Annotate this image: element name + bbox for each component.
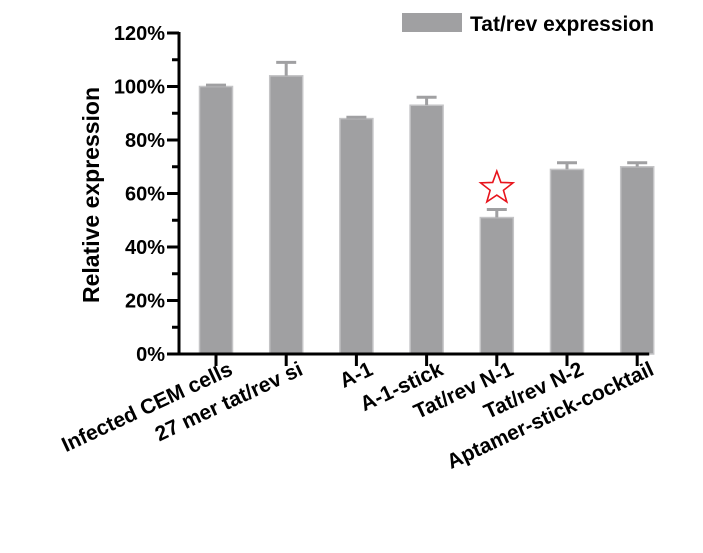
legend-label: Tat/rev expression	[470, 13, 654, 36]
bar	[198, 85, 234, 355]
legend-swatch	[402, 13, 462, 32]
y-tick-label: 60%	[125, 184, 165, 206]
y-tick-label: 20%	[125, 291, 165, 313]
y-tick-label: 80%	[125, 130, 165, 152]
y-tick-label: 0%	[136, 344, 165, 366]
bar	[268, 75, 304, 355]
bar	[549, 168, 585, 355]
y-axis-label: Relative expression	[78, 87, 104, 303]
bars	[198, 60, 655, 355]
y-tick-label: 40%	[125, 237, 165, 259]
bar	[479, 216, 515, 355]
bar	[339, 117, 374, 355]
bar	[409, 104, 444, 355]
legend: Tat/rev expression	[402, 13, 654, 36]
y-tick-label: 120%	[114, 23, 165, 45]
star-annotation	[478, 168, 516, 204]
annotations	[478, 168, 516, 204]
y-tick-label: 100%	[114, 77, 165, 99]
bar	[619, 166, 655, 355]
